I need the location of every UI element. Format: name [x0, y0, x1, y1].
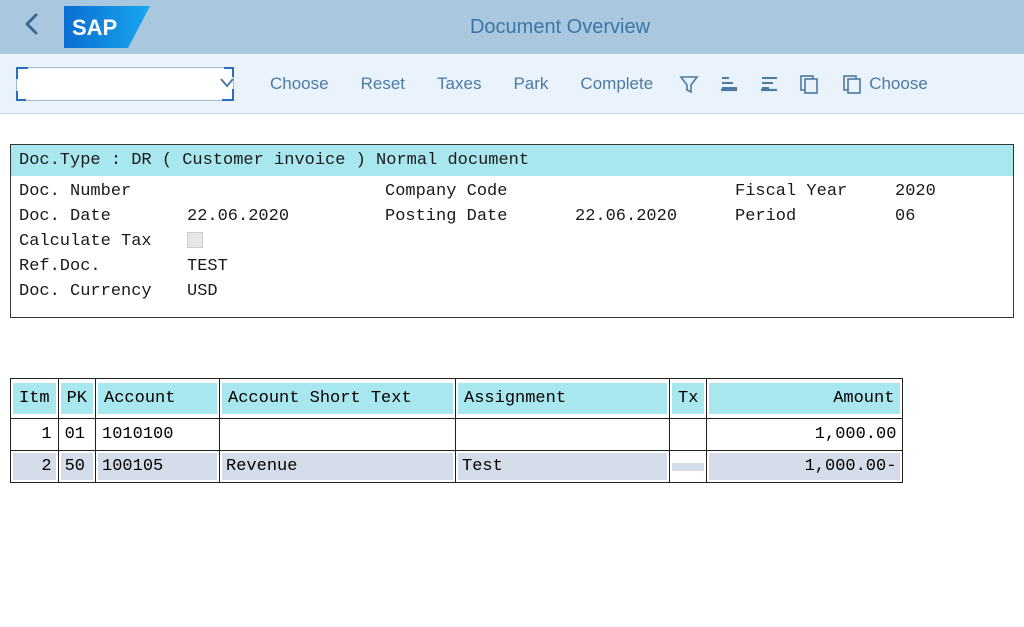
taxes-button[interactable]: Taxes — [423, 68, 495, 100]
choose-button[interactable]: Choose — [256, 68, 343, 100]
cell: 1010100 — [98, 421, 217, 448]
fiscal-year-value: 2020 — [895, 182, 936, 201]
doc-currency-label: Doc. Currency — [19, 282, 187, 301]
filter-icon[interactable] — [671, 66, 707, 102]
reset-button[interactable]: Reset — [347, 68, 419, 100]
cell: Test — [458, 453, 667, 480]
choose-layout-button[interactable]: Choose — [831, 73, 938, 95]
doc-type-line: Doc.Type : DR ( Customer invoice ) Norma… — [11, 145, 1013, 176]
calculate-tax-checkbox[interactable] — [187, 232, 203, 248]
table-header-row: Itm PK Account Account Short Text Assign… — [11, 379, 903, 419]
hdr-amount: Amount — [709, 383, 900, 414]
titlebar: SAP Document Overview — [0, 0, 1024, 54]
doc-date-value: 22.06.2020 — [187, 207, 385, 226]
cell: 50 — [61, 453, 93, 480]
command-combo[interactable] — [16, 67, 234, 101]
sort-asc-icon[interactable] — [711, 66, 747, 102]
park-button[interactable]: Park — [499, 68, 562, 100]
period-value: 06 — [895, 207, 915, 226]
hdr-itm: Itm — [13, 383, 56, 414]
page-title: Document Overview — [150, 16, 970, 39]
back-button[interactable] — [14, 9, 48, 46]
period-label: Period — [735, 207, 895, 226]
hdr-short-text: Account Short Text — [222, 383, 453, 414]
doc-fields: Doc. Number Company Code Fiscal Year 202… — [11, 176, 1013, 317]
hdr-tx: Tx — [672, 383, 704, 414]
cell — [222, 431, 453, 439]
cell: 1 — [13, 421, 56, 448]
cell: 100105 — [98, 453, 217, 480]
posting-date-value: 22.06.2020 — [575, 207, 735, 226]
complete-button[interactable]: Complete — [566, 68, 667, 100]
cell — [458, 431, 667, 439]
sort-desc-icon[interactable] — [751, 66, 787, 102]
content-area: Doc.Type : DR ( Customer invoice ) Norma… — [0, 114, 1024, 493]
svg-text:SAP: SAP — [72, 15, 117, 40]
cell — [672, 463, 704, 471]
table-row[interactable]: 250100105RevenueTest 1,000.00- — [11, 451, 903, 483]
company-code-label: Company Code — [385, 182, 575, 201]
hdr-pk: PK — [61, 383, 93, 414]
doc-number-value — [187, 182, 385, 201]
ref-doc-value: TEST — [187, 257, 385, 276]
ref-doc-label: Ref.Doc. — [19, 257, 187, 276]
cell: Revenue — [222, 453, 453, 480]
line-items-table: Itm PK Account Account Short Text Assign… — [10, 378, 903, 483]
doc-currency-value: USD — [187, 282, 385, 301]
chevron-down-icon[interactable] — [210, 76, 244, 91]
toolbar: Choose Reset Taxes Park Complete Choose — [0, 54, 1024, 114]
fiscal-year-label: Fiscal Year — [735, 182, 895, 201]
posting-date-label: Posting Date — [385, 207, 575, 226]
sap-logo: SAP — [64, 6, 150, 48]
company-code-value — [575, 182, 735, 201]
cell: 1,000.00- — [709, 453, 900, 480]
table-row[interactable]: 1011010100 1,000.00 — [11, 419, 903, 451]
cell: 1,000.00 — [709, 421, 900, 448]
document-header-box: Doc.Type : DR ( Customer invoice ) Norma… — [10, 144, 1014, 318]
cell: 01 — [61, 421, 93, 448]
cell: 2 — [13, 453, 56, 480]
doc-date-label: Doc. Date — [19, 207, 187, 226]
doc-number-label: Doc. Number — [19, 182, 187, 201]
choose-layout-label: Choose — [869, 74, 928, 94]
command-input[interactable] — [17, 76, 210, 92]
cell — [672, 431, 704, 439]
hdr-account: Account — [98, 383, 217, 414]
calculate-tax-label: Calculate Tax — [19, 232, 187, 251]
copy-icon[interactable] — [791, 66, 827, 102]
hdr-assignment: Assignment — [458, 383, 667, 414]
